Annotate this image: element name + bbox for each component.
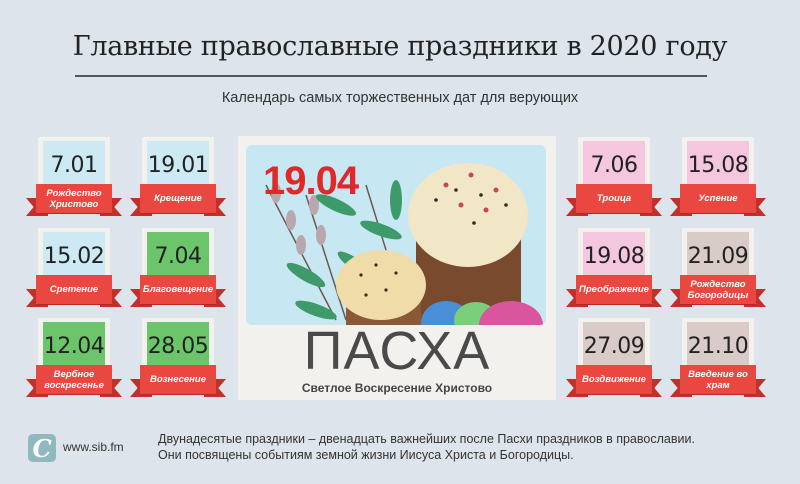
holiday-name: Рождество Христово — [46, 187, 102, 210]
holiday-name-ribbon: Рождество Богородицы — [680, 275, 756, 304]
site-link[interactable]: www.sib.fm — [63, 440, 124, 454]
holiday-name-ribbon: Введение во храм — [680, 365, 756, 394]
sibfm-logo: С — [28, 434, 56, 463]
holiday-name-ribbon: Благовещение — [140, 275, 216, 304]
holiday-name-ribbon: Сретение — [36, 275, 112, 304]
holiday-name: Успение — [698, 193, 738, 204]
easter-subtitle: Светлое Воскресение Христово — [301, 381, 493, 395]
footer-note-line: Двунадесятые праздники – двенадцать важн… — [158, 432, 695, 446]
holiday-card: 28.05 Вознесение — [130, 318, 226, 410]
holiday-name-ribbon: Успение — [680, 184, 756, 213]
holiday-card: 27.09 Воздвижение — [566, 318, 662, 410]
holiday-name: Троица — [596, 193, 632, 204]
kulich-illustration-icon — [265, 163, 543, 325]
holiday-card: 19.08 Преображение — [566, 228, 662, 320]
holiday-card: 7.04 Благовещение — [130, 228, 226, 320]
holiday-name: Преображение — [579, 284, 649, 295]
holiday-card: 21.09 Рождество Богородицы — [670, 228, 766, 320]
holiday-name: Сретение — [49, 284, 99, 295]
easter-title: ПАСХА — [303, 321, 491, 381]
holiday-name: Введение во храм — [688, 368, 748, 391]
holiday-card: 15.02 Сретение — [26, 228, 122, 320]
holiday-name: Рождество Богородицы — [687, 278, 749, 301]
holiday-name-ribbon: Преображение — [576, 275, 652, 304]
holiday-date: 21.09 — [687, 232, 749, 296]
holiday-name: Благовещение — [142, 284, 214, 295]
footer-note-line: Они посвящены событиям земной жизни Иису… — [158, 448, 574, 462]
holiday-name: Крещение — [154, 193, 202, 204]
holiday-name-ribbon: Рождество Христово — [36, 184, 112, 213]
holiday-card: 12.04 Вербное воскресенье — [26, 318, 122, 410]
holiday-name-ribbon: Воздвижение — [576, 365, 652, 394]
holiday-name-ribbon: Вознесение — [140, 365, 216, 394]
holiday-card: 19.01 Крещение — [130, 137, 226, 229]
title-divider — [75, 75, 707, 77]
page-subtitle: Календарь самых торжественных дат для ве… — [221, 90, 579, 106]
holiday-card: 21.10 Введение во храм — [670, 318, 766, 410]
holiday-name-ribbon: Троица — [576, 184, 652, 213]
page-title: Главные православные праздники в 2020 го… — [72, 31, 728, 62]
holiday-name: Вербное воскресенье — [44, 368, 104, 391]
footer-note: Двунадесятые праздники – двенадцать важн… — [158, 431, 695, 463]
holiday-name-ribbon: Вербное воскресенье — [36, 365, 112, 394]
holiday-name-ribbon: Крещение — [140, 184, 216, 213]
holiday-name: Вознесение — [149, 374, 207, 385]
holiday-card: 7.01 Рождество Христово — [26, 137, 122, 229]
easter-illustration: 19.04 — [246, 145, 546, 325]
easter-panel: 19.04 ПАСХА Светлое Воскресение Христово — [238, 136, 556, 400]
easter-date: 19.04 — [263, 159, 359, 203]
holiday-name: Воздвижение — [582, 374, 646, 385]
holiday-card: 7.06 Троица — [566, 137, 662, 229]
holiday-card: 15.08 Успение — [670, 137, 766, 229]
